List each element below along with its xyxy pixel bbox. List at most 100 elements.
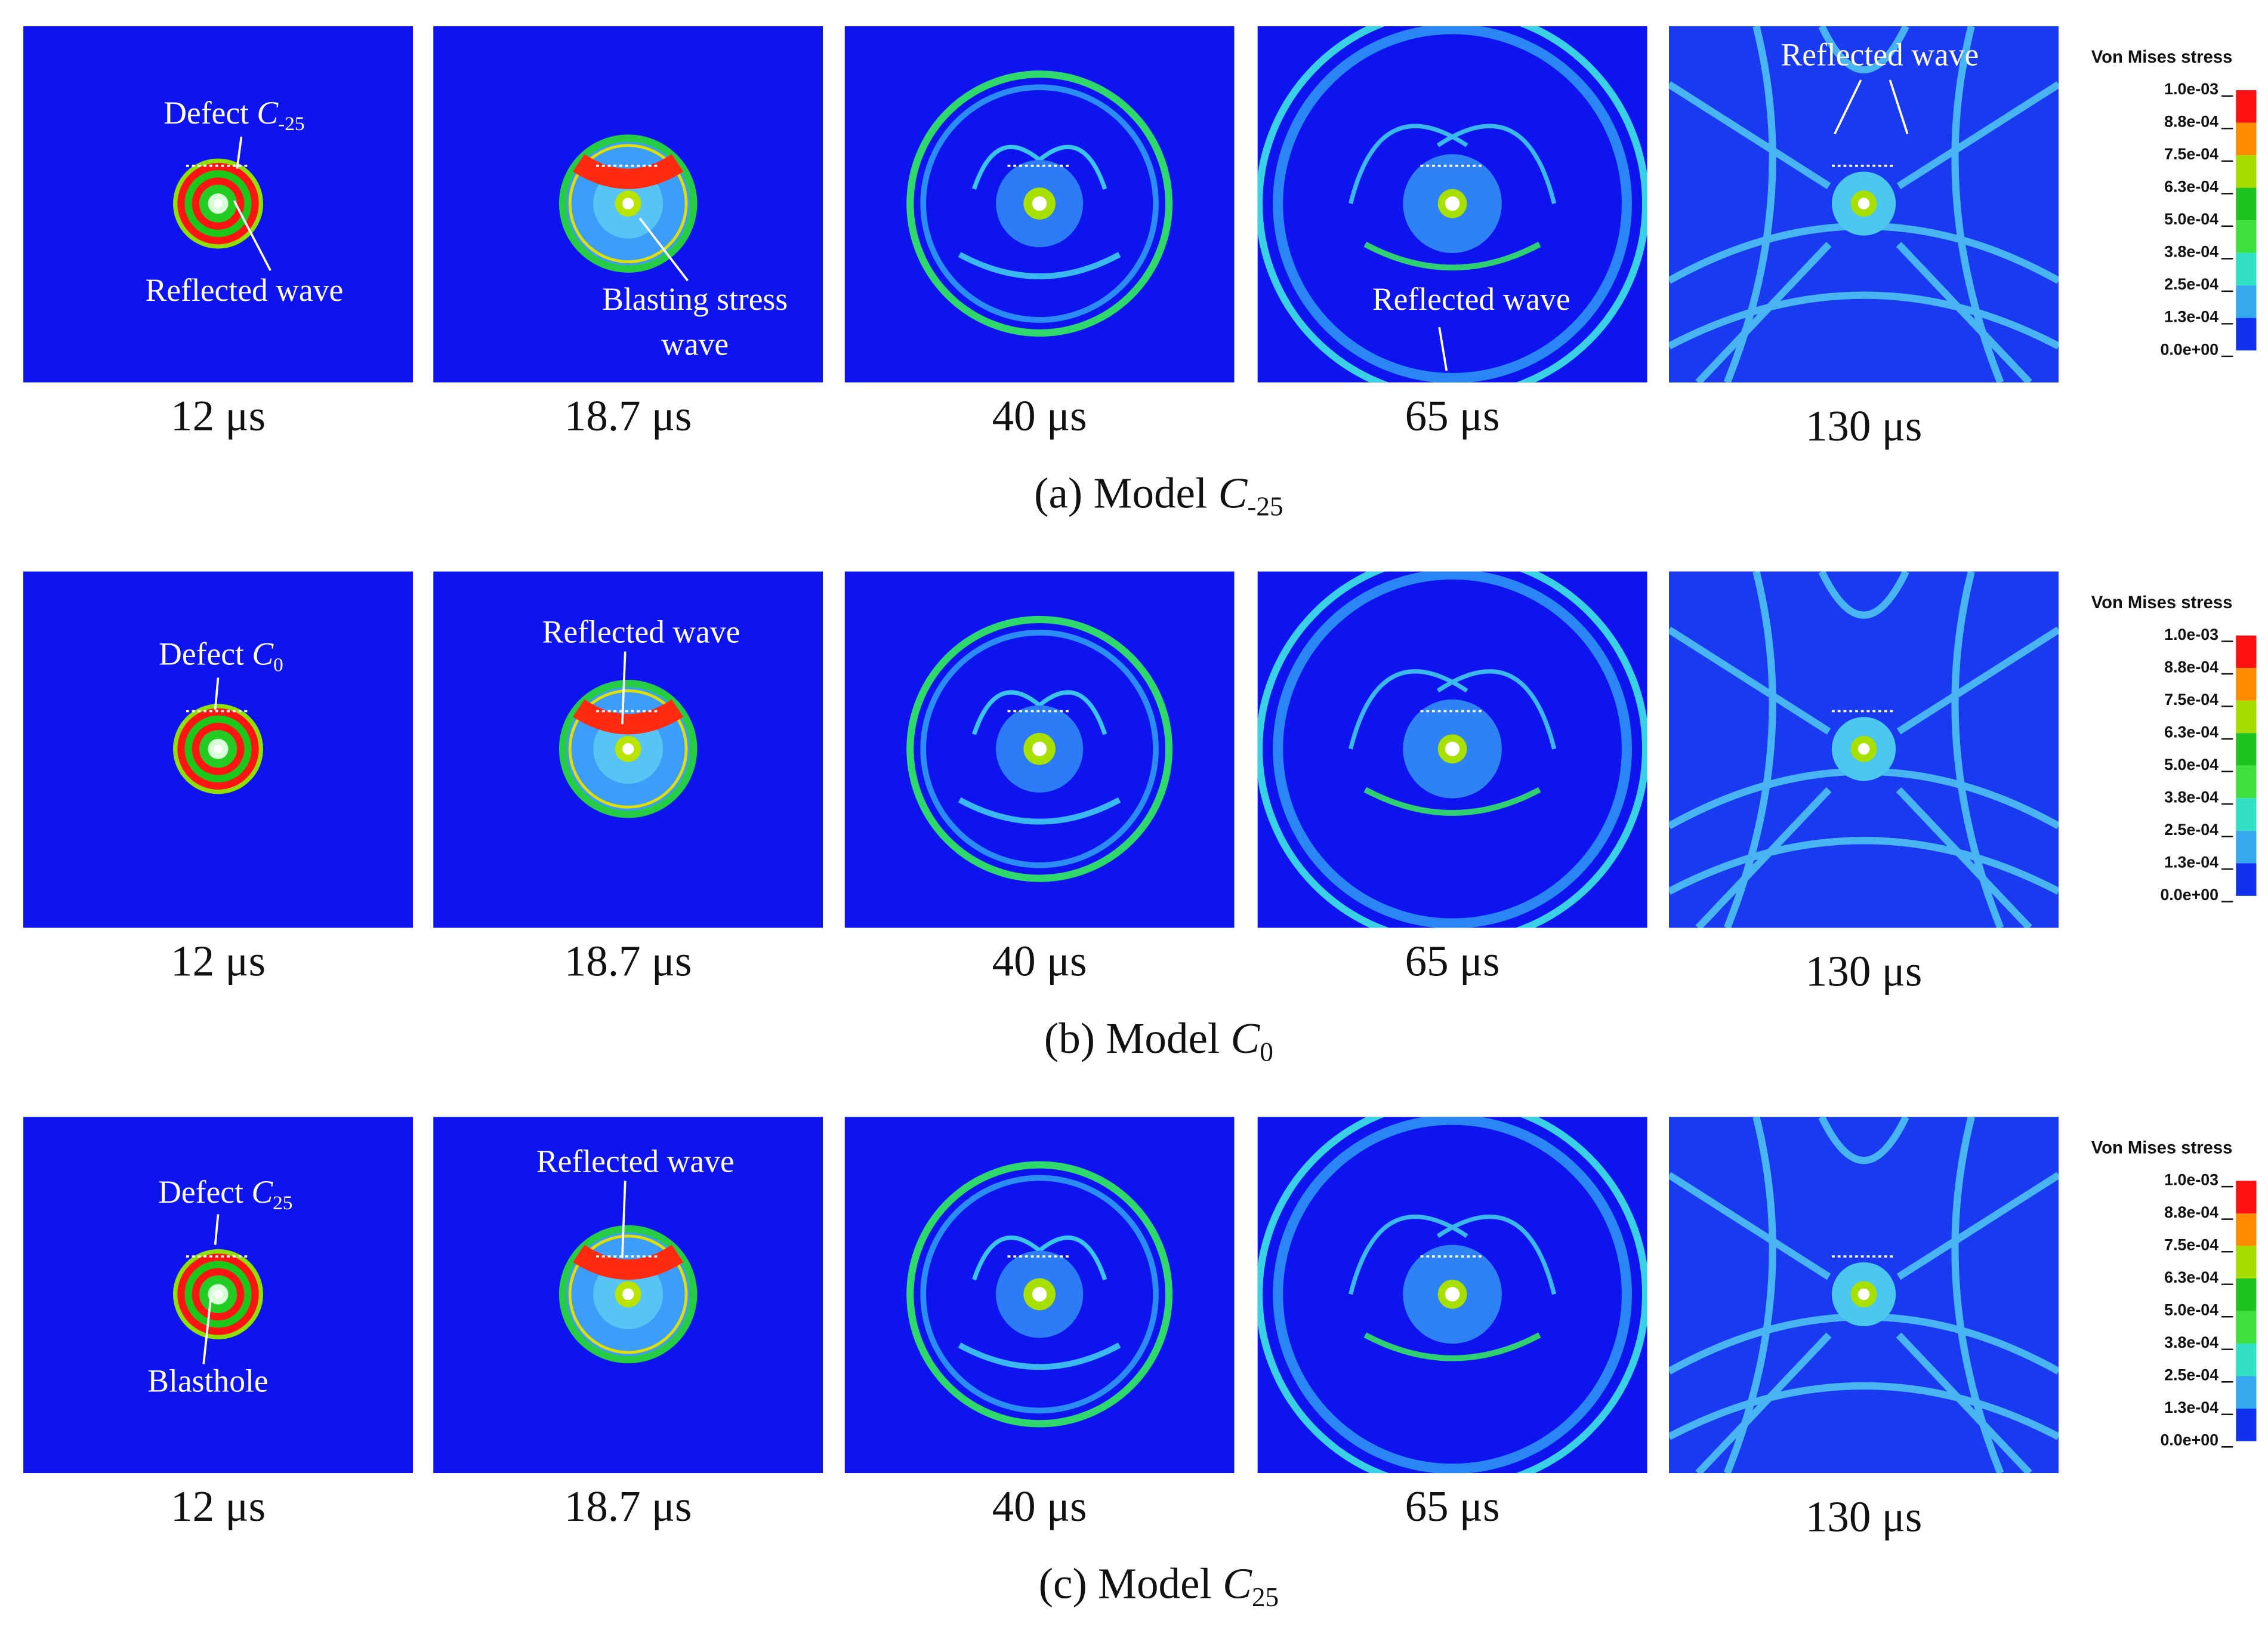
- colorbar-segment: [2236, 155, 2257, 188]
- simulation-panel: [844, 571, 1235, 928]
- leader-line: [202, 1297, 212, 1364]
- simulation-panel: Defect C-25 Reflected wave: [23, 26, 414, 383]
- annotation: wave: [661, 326, 729, 362]
- time-label: 18.7 μs: [564, 1482, 692, 1530]
- wave-ring: [1257, 26, 1647, 383]
- colorbar-label: 1.0e-03: [2164, 626, 2218, 643]
- colorbar-label: 7.5e-04: [2164, 145, 2218, 163]
- wave-ring: [214, 1290, 223, 1299]
- wave-ring: [1032, 1287, 1047, 1302]
- subscript: 0: [273, 654, 283, 676]
- colorbar-label: 7.5e-04: [2164, 691, 2218, 708]
- colorbar-label: 8.8e-04: [2164, 1203, 2218, 1221]
- leader-line: [621, 651, 627, 725]
- colorbar-segment: [2236, 1181, 2257, 1213]
- subscript: -25: [278, 113, 304, 135]
- text-part: (a) Model: [1034, 469, 1218, 517]
- leader-line: [1889, 79, 1909, 134]
- wave-front: [1818, 571, 1909, 619]
- colorbar-title: Von Mises stress: [2091, 593, 2233, 612]
- annotation: Reflected wave: [145, 272, 343, 308]
- wave-ring: [1857, 1288, 1870, 1301]
- time-label: 40 μs: [992, 1482, 1087, 1530]
- variable: C: [252, 636, 274, 672]
- text-part: Reflected wave: [536, 1144, 735, 1179]
- colorbar-label: 2.5e-04: [2164, 821, 2218, 839]
- wave-front: [958, 252, 1121, 279]
- wave-front: [1695, 1332, 1832, 1474]
- colorbar-label: 1.0e-03: [2164, 1170, 2218, 1188]
- time-label: 40 μs: [992, 392, 1087, 440]
- annotation: Blasthole: [147, 1363, 268, 1399]
- variable: C: [1218, 469, 1248, 517]
- wave-ring: [920, 84, 1159, 323]
- simulation-panel: Defect C0: [23, 571, 414, 928]
- wave-front: [1896, 242, 2032, 383]
- text-part: Reflected wave: [145, 272, 343, 308]
- wave-ring: [622, 1288, 634, 1301]
- subscript: 0: [1260, 1037, 1273, 1067]
- wave-ring: [214, 199, 223, 208]
- colorbar-segment: [2236, 863, 2257, 896]
- colorbar-label: 8.8e-04: [2164, 658, 2218, 676]
- time-label: 130 μs: [1806, 1492, 1923, 1541]
- colorbar-segment: [2236, 1213, 2257, 1246]
- variable: C: [257, 95, 279, 131]
- wave-ring: [622, 743, 634, 755]
- variable: C: [1223, 1559, 1252, 1607]
- colorbar-label: 2.5e-04: [2164, 1366, 2218, 1384]
- colorbar-label: 5.0e-04: [2164, 756, 2218, 774]
- wave-front: [1669, 1172, 1831, 1280]
- time-label: 12 μs: [171, 1482, 266, 1530]
- wave-ring: [214, 744, 223, 754]
- wave-front: [1669, 626, 1831, 735]
- wave-ring: [1257, 571, 1647, 928]
- simulation-panel: Reflected wave: [433, 1117, 823, 1474]
- annotation: Defect C-25: [163, 95, 304, 134]
- colorbar-label: 1.3e-04: [2164, 308, 2218, 326]
- simulation-panel: Blasting stress wave: [433, 26, 823, 383]
- wave-front: [1896, 787, 2032, 928]
- wave-front: [1348, 1214, 1557, 1295]
- wave-ring: [1032, 741, 1047, 756]
- wave-ring: [1857, 743, 1870, 755]
- colorbar-label: 0.0e+00: [2160, 340, 2218, 358]
- colorbar-segment: [2236, 1278, 2257, 1311]
- wave-front: [1669, 291, 2059, 350]
- colorbar-segment: [2236, 187, 2257, 221]
- wave-front: [573, 699, 684, 735]
- colorbar-label: 1.3e-04: [2164, 1398, 2218, 1416]
- colorbar-label: 7.5e-04: [2164, 1236, 2218, 1254]
- colorbar-label: 5.0e-04: [2164, 1301, 2218, 1319]
- time-label: 40 μs: [992, 937, 1087, 985]
- wave-ring: [1032, 196, 1047, 211]
- caption: (b) Model C0: [1044, 1014, 1273, 1067]
- leader-line: [1438, 326, 1448, 371]
- annotation: Reflected wave: [542, 614, 740, 650]
- colorbar-segment: [2236, 122, 2257, 156]
- time-label: 65 μs: [1405, 392, 1500, 440]
- text-part: Defect: [163, 95, 257, 131]
- wave-front: [1363, 1332, 1541, 1361]
- colorbar-segment: [2236, 1376, 2257, 1409]
- time-label: 12 μs: [171, 937, 266, 985]
- colorbar-title: Von Mises stress: [2091, 1139, 2233, 1158]
- wave-ring: [1445, 196, 1460, 211]
- colorbar-segment: [2236, 798, 2257, 831]
- annotation: Defect C0: [159, 636, 283, 676]
- leader-line: [233, 200, 271, 272]
- annotation: Reflected wave: [1781, 37, 1979, 73]
- wave-front: [1896, 81, 2059, 190]
- wave-ring: [568, 689, 688, 809]
- colorbar-segment: [2236, 1409, 2257, 1441]
- wave-ring: [920, 629, 1159, 868]
- wave-front: [1363, 242, 1541, 271]
- wave-front: [1363, 787, 1541, 816]
- wave-front: [1348, 124, 1557, 204]
- colorbar-segment: [2236, 220, 2257, 253]
- wave-ring: [1273, 1117, 1632, 1474]
- colorbar-segment: [2236, 830, 2257, 864]
- wave-front: [958, 797, 1121, 825]
- text-part: Defect: [159, 636, 252, 672]
- wave-front: [573, 154, 684, 189]
